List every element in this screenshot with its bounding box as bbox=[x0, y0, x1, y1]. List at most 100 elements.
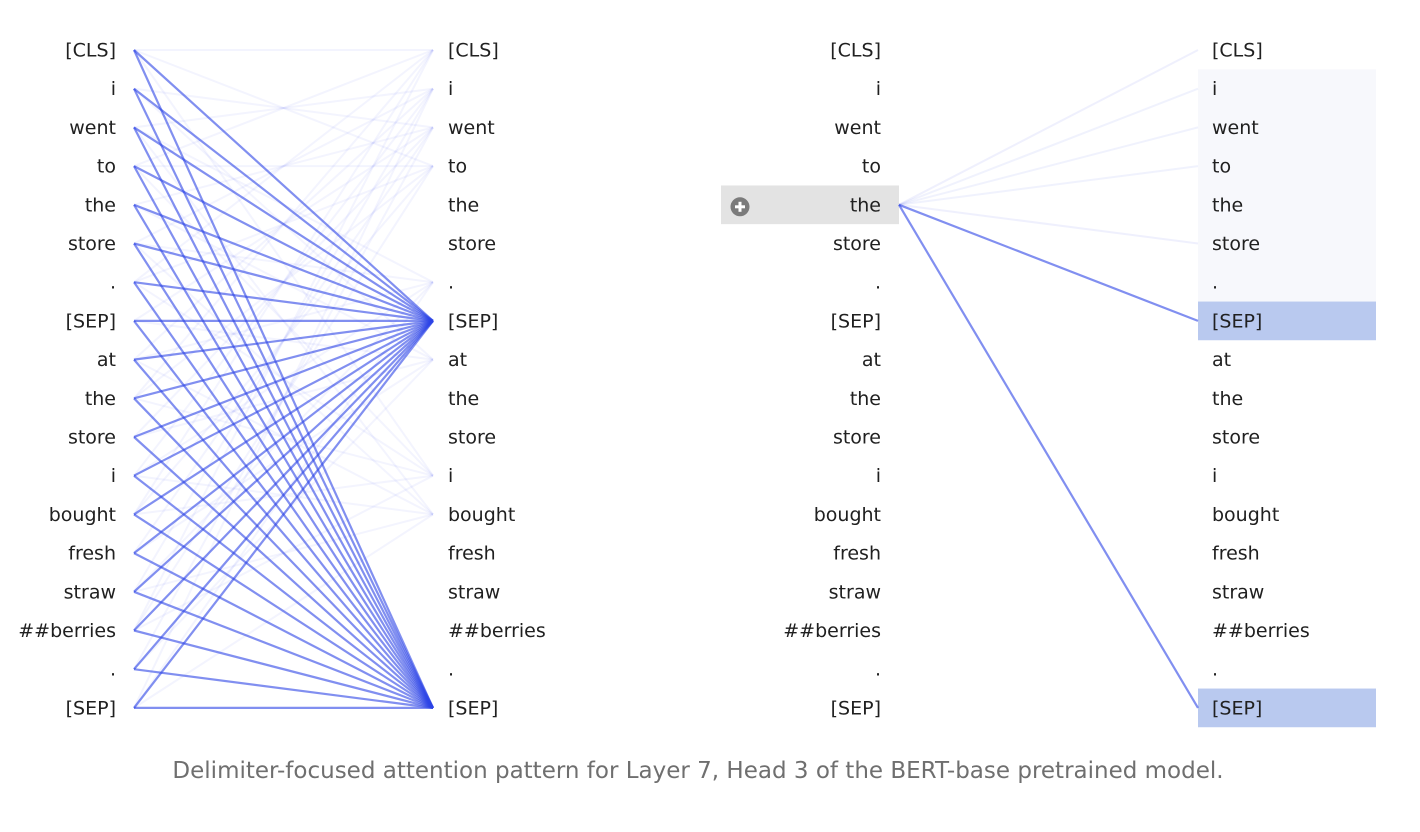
faint-attention-line bbox=[133, 87, 434, 245]
right-target-token-15[interactable]: ##berries bbox=[1212, 620, 1310, 642]
left-source-token-6[interactable]: . bbox=[110, 272, 116, 294]
highlighted-target-cell bbox=[1198, 688, 1376, 728]
right-target-token-0[interactable]: [CLS] bbox=[1212, 40, 1263, 62]
left-target-token-7[interactable]: [SEP] bbox=[448, 310, 498, 332]
right-source-token-17[interactable]: [SEP] bbox=[831, 697, 881, 719]
target-token-column-left: [CLS] i went to the store. [SEP] at the store i bou… bbox=[448, 40, 546, 720]
attention-line bbox=[133, 319, 434, 400]
attention-line bbox=[133, 242, 434, 322]
attention-line bbox=[133, 319, 434, 516]
attention-line bbox=[133, 126, 434, 322]
left-target-token-0[interactable]: [CLS] bbox=[448, 40, 499, 62]
right-source-token-7[interactable]: [SEP] bbox=[831, 310, 881, 332]
left-target-token-14[interactable]: straw bbox=[448, 581, 500, 603]
left-source-token-7[interactable]: [SEP] bbox=[66, 310, 116, 332]
source-token-column-right[interactable]: [CLS] i went to the store. [SEP] at the store i bou… bbox=[783, 40, 881, 720]
right-target-token-12[interactable]: bought bbox=[1212, 504, 1279, 526]
right-target-token-11[interactable]: i bbox=[1212, 465, 1217, 487]
left-source-token-1[interactable]: i bbox=[111, 78, 116, 100]
right-source-token-15[interactable]: ##berries bbox=[783, 620, 881, 642]
left-source-token-16[interactable]: . bbox=[110, 659, 116, 681]
right-target-token-4[interactable]: the bbox=[1212, 194, 1243, 216]
plus-circle-icon[interactable] bbox=[730, 197, 750, 217]
left-target-token-1[interactable]: i bbox=[448, 78, 453, 100]
selected-attention-line bbox=[898, 49, 1199, 206]
left-target-token-3[interactable]: to bbox=[448, 156, 467, 178]
attention-line bbox=[133, 319, 434, 477]
left-source-token-11[interactable]: i bbox=[111, 465, 116, 487]
left-source-token-17[interactable]: [SEP] bbox=[66, 697, 116, 719]
target-column-tint bbox=[1198, 69, 1376, 302]
right-source-token-9[interactable]: the bbox=[850, 388, 881, 410]
left-target-token-11[interactable]: i bbox=[448, 465, 453, 487]
right-source-token-5[interactable]: store bbox=[833, 233, 881, 255]
attention-line bbox=[133, 629, 434, 709]
right-source-token-8[interactable]: at bbox=[862, 349, 881, 371]
left-source-token-13[interactable]: fresh bbox=[68, 543, 116, 565]
attention-line bbox=[133, 320, 434, 632]
selected-token-highlight[interactable] bbox=[721, 185, 899, 225]
right-target-token-17[interactable]: [SEP] bbox=[1212, 697, 1262, 719]
attention-line bbox=[133, 474, 434, 709]
left-target-token-17[interactable]: [SEP] bbox=[448, 697, 498, 719]
right-target-token-6[interactable]: . bbox=[1212, 272, 1218, 294]
right-target-token-3[interactable]: to bbox=[1212, 156, 1231, 178]
left-target-token-9[interactable]: the bbox=[448, 388, 479, 410]
source-token-column-left: [CLS] i went to the store. [SEP] at the store i bou… bbox=[18, 40, 116, 720]
left-source-token-3[interactable]: to bbox=[97, 156, 116, 178]
right-target-token-14[interactable]: straw bbox=[1212, 581, 1264, 603]
left-target-token-13[interactable]: fresh bbox=[448, 543, 496, 565]
right-target-token-10[interactable]: store bbox=[1212, 427, 1260, 449]
right-source-token-13[interactable]: fresh bbox=[833, 543, 881, 565]
left-target-token-6[interactable]: . bbox=[448, 272, 454, 294]
left-source-token-14[interactable]: straw bbox=[64, 581, 116, 603]
attention-line bbox=[133, 165, 434, 322]
right-panel-backgrounds bbox=[721, 69, 1376, 728]
right-target-token-8[interactable]: at bbox=[1212, 349, 1231, 371]
right-source-token-14[interactable]: straw bbox=[829, 581, 881, 603]
right-source-token-2[interactable]: went bbox=[834, 117, 881, 139]
right-source-token-11[interactable]: i bbox=[876, 465, 881, 487]
attention-line bbox=[133, 49, 434, 322]
right-source-token-1[interactable]: i bbox=[876, 78, 881, 100]
left-source-token-10[interactable]: store bbox=[68, 427, 116, 449]
left-target-token-12[interactable]: bought bbox=[448, 504, 515, 526]
left-source-token-0[interactable]: [CLS] bbox=[65, 40, 116, 62]
faint-attention-line bbox=[133, 87, 434, 129]
left-source-token-8[interactable]: at bbox=[97, 349, 116, 371]
selected-attention-line bbox=[898, 203, 1199, 322]
left-target-token-8[interactable]: at bbox=[448, 349, 467, 371]
right-source-token-12[interactable]: bought bbox=[814, 504, 881, 526]
left-target-token-15[interactable]: ##berries bbox=[448, 620, 546, 642]
left-target-token-2[interactable]: went bbox=[448, 117, 495, 139]
right-target-token-9[interactable]: the bbox=[1212, 388, 1243, 410]
right-target-token-5[interactable]: store bbox=[1212, 233, 1260, 255]
selected-attention-line bbox=[898, 203, 1199, 245]
left-source-token-2[interactable]: went bbox=[69, 117, 116, 139]
left-source-token-5[interactable]: store bbox=[68, 233, 116, 255]
selected-attention-line bbox=[898, 87, 1199, 206]
left-target-token-16[interactable]: . bbox=[448, 659, 454, 681]
right-source-token-4[interactable]: the bbox=[850, 194, 881, 216]
right-target-token-7[interactable]: [SEP] bbox=[1212, 310, 1262, 332]
left-target-token-4[interactable]: the bbox=[448, 194, 479, 216]
right-source-token-0[interactable]: [CLS] bbox=[830, 40, 881, 62]
attention-line bbox=[133, 203, 434, 322]
left-source-token-9[interactable]: the bbox=[85, 388, 116, 410]
right-source-token-16[interactable]: . bbox=[875, 659, 881, 681]
right-target-token-1[interactable]: i bbox=[1212, 78, 1217, 100]
left-target-token-5[interactable]: store bbox=[448, 233, 496, 255]
left-source-token-4[interactable]: the bbox=[85, 194, 116, 216]
right-source-token-3[interactable]: to bbox=[862, 156, 881, 178]
left-target-token-10[interactable]: store bbox=[448, 427, 496, 449]
selected-attention-line bbox=[898, 204, 1199, 709]
right-target-token-2[interactable]: went bbox=[1212, 117, 1259, 139]
selected-attention-line bbox=[898, 126, 1199, 206]
attention-lines-right bbox=[898, 49, 1199, 709]
right-source-token-10[interactable]: store bbox=[833, 427, 881, 449]
right-target-token-13[interactable]: fresh bbox=[1212, 543, 1260, 565]
right-target-token-16[interactable]: . bbox=[1212, 659, 1218, 681]
right-source-token-6[interactable]: . bbox=[875, 272, 881, 294]
left-source-token-15[interactable]: ##berries bbox=[18, 620, 116, 642]
left-source-token-12[interactable]: bought bbox=[49, 504, 116, 526]
